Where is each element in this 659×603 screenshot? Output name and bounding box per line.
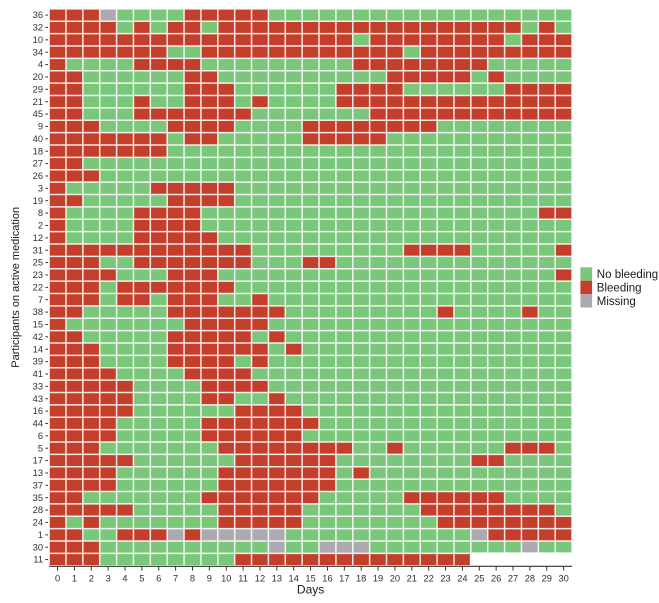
svg-text:25: 25 (474, 574, 484, 584)
svg-text:27: 27 (33, 159, 43, 169)
svg-text:38: 38 (33, 307, 43, 317)
svg-text:No bleeding: No bleeding (597, 269, 658, 281)
svg-text:32: 32 (33, 23, 43, 33)
svg-text:10: 10 (221, 574, 231, 584)
svg-text:27: 27 (508, 574, 518, 584)
svg-text:24: 24 (457, 574, 467, 584)
svg-text:26: 26 (33, 171, 43, 181)
svg-text:31: 31 (33, 245, 43, 255)
svg-text:21: 21 (407, 574, 417, 584)
svg-text:5: 5 (38, 443, 43, 453)
svg-text:16: 16 (322, 574, 332, 584)
svg-text:20: 20 (33, 72, 43, 82)
svg-text:18: 18 (33, 146, 43, 156)
svg-text:19: 19 (33, 196, 43, 206)
svg-text:33: 33 (33, 381, 43, 391)
svg-text:Participants on active medicat: Participants on active medication (10, 207, 22, 368)
svg-text:7: 7 (38, 295, 43, 305)
svg-text:40: 40 (33, 134, 43, 144)
svg-text:44: 44 (33, 419, 43, 429)
svg-text:45: 45 (33, 109, 43, 119)
svg-text:20: 20 (390, 574, 400, 584)
svg-text:1: 1 (72, 574, 77, 584)
svg-text:17: 17 (33, 456, 43, 466)
svg-text:23: 23 (440, 574, 450, 584)
svg-text:9: 9 (207, 574, 212, 584)
svg-text:23: 23 (33, 270, 43, 280)
svg-text:30: 30 (33, 542, 43, 552)
svg-text:Missing: Missing (597, 296, 636, 308)
svg-text:9: 9 (38, 122, 43, 132)
svg-text:43: 43 (33, 394, 43, 404)
svg-text:11: 11 (33, 555, 43, 565)
svg-text:28: 28 (33, 505, 43, 515)
svg-text:35: 35 (33, 493, 43, 503)
svg-text:29: 29 (33, 84, 43, 94)
svg-text:5: 5 (139, 574, 144, 584)
svg-text:1: 1 (38, 530, 43, 540)
svg-text:3: 3 (106, 574, 111, 584)
svg-text:34: 34 (33, 47, 43, 57)
svg-text:13: 13 (33, 468, 43, 478)
svg-text:6: 6 (38, 431, 43, 441)
svg-text:11: 11 (238, 574, 248, 584)
svg-text:8: 8 (190, 574, 195, 584)
svg-text:24: 24 (33, 518, 43, 528)
svg-text:18: 18 (356, 574, 366, 584)
svg-text:15: 15 (33, 320, 43, 330)
svg-text:14: 14 (33, 344, 43, 354)
svg-text:37: 37 (33, 480, 43, 490)
svg-text:22: 22 (424, 574, 434, 584)
svg-text:28: 28 (525, 574, 535, 584)
svg-text:17: 17 (339, 574, 349, 584)
svg-text:7: 7 (173, 574, 178, 584)
svg-text:22: 22 (33, 282, 43, 292)
svg-text:42: 42 (33, 332, 43, 342)
svg-text:15: 15 (305, 574, 315, 584)
svg-text:Bleeding: Bleeding (597, 283, 642, 295)
svg-text:6: 6 (156, 574, 161, 584)
svg-text:13: 13 (272, 574, 282, 584)
svg-text:26: 26 (491, 574, 501, 584)
svg-text:36: 36 (33, 10, 43, 20)
svg-text:Days: Days (297, 583, 324, 597)
svg-text:12: 12 (255, 574, 265, 584)
svg-text:10: 10 (33, 35, 43, 45)
svg-text:14: 14 (289, 574, 299, 584)
svg-text:4: 4 (122, 574, 127, 584)
svg-text:25: 25 (33, 258, 43, 268)
svg-text:8: 8 (38, 208, 43, 218)
svg-text:2: 2 (38, 221, 43, 231)
svg-text:30: 30 (558, 574, 568, 584)
svg-text:0: 0 (55, 574, 60, 584)
svg-text:3: 3 (38, 183, 43, 193)
svg-text:2: 2 (89, 574, 94, 584)
svg-text:41: 41 (33, 369, 43, 379)
svg-text:39: 39 (33, 357, 43, 367)
svg-text:16: 16 (33, 406, 43, 416)
svg-text:19: 19 (373, 574, 383, 584)
svg-text:4: 4 (38, 60, 43, 70)
svg-text:29: 29 (542, 574, 552, 584)
svg-text:12: 12 (33, 233, 43, 243)
svg-text:21: 21 (33, 97, 43, 107)
